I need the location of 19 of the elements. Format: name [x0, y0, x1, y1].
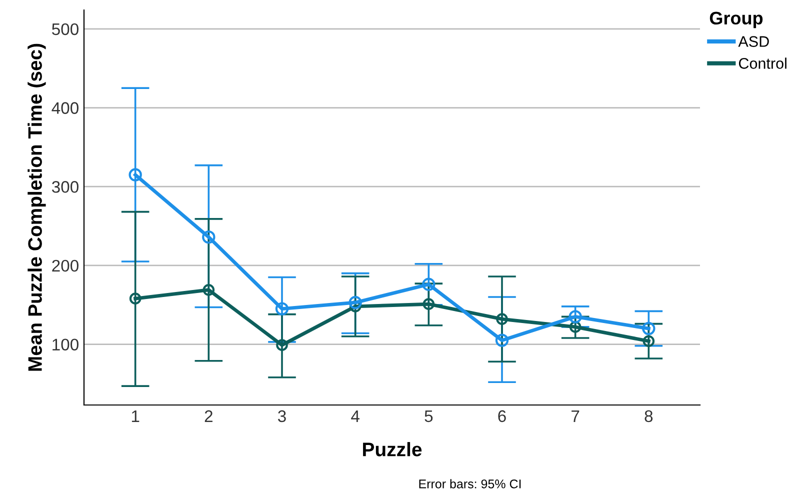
x-tick-label: 5	[424, 410, 433, 422]
text: Error bars: 95% CI	[419, 479, 521, 488]
x-tick-label: 1	[132, 410, 140, 422]
legend-title: Group	[710, 12, 763, 28]
legend-label: ASD	[738, 36, 769, 47]
x-tick-label: 7	[572, 410, 580, 422]
y-tick-label: 100	[52, 338, 78, 350]
y-tick-label: 300	[52, 181, 78, 193]
x-tick-label: 3	[278, 410, 286, 422]
legend-label: Control	[738, 58, 786, 69]
x-tick-label: 4	[351, 410, 360, 422]
x-axis-title: Puzzle	[363, 442, 422, 456]
x-tick-label: 8	[644, 410, 653, 422]
y-tick-label: 400	[52, 102, 78, 114]
x-tick-label: 2	[204, 410, 212, 422]
y-axis-title: Mean Puzzle Completion Time (sec)	[28, 44, 46, 371]
y-tick-label: 500	[52, 23, 78, 36]
y-tick-label: 200	[52, 260, 78, 272]
x-tick-label: 6	[498, 410, 506, 422]
